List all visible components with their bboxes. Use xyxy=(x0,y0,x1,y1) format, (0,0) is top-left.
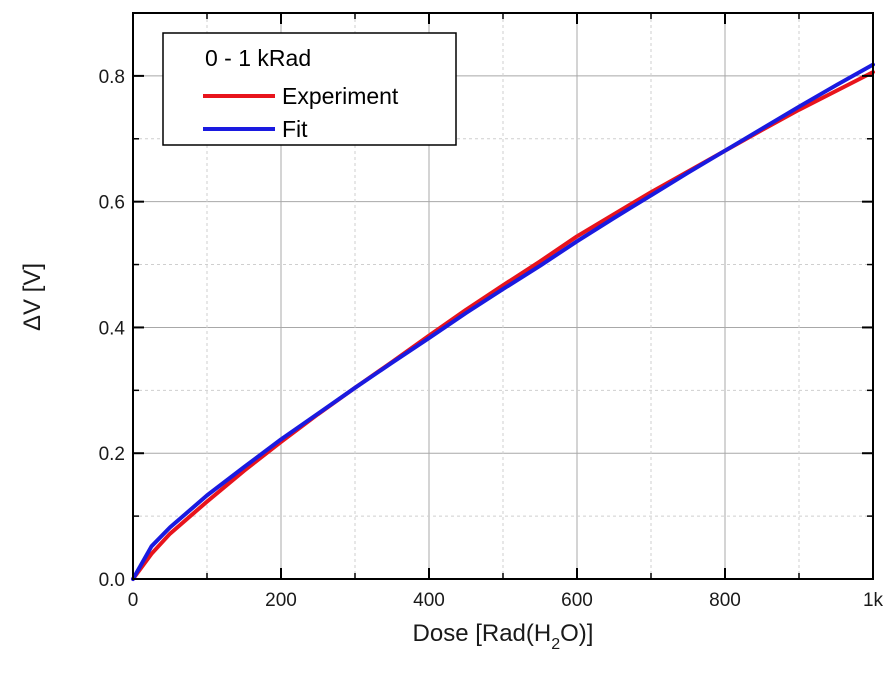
x-tick-label: 400 xyxy=(413,590,445,611)
x-axis-title: Dose [Rad(H2O)] xyxy=(413,620,594,653)
y-tick-label: 0.6 xyxy=(99,193,125,214)
x-axis-title-tail: O)] xyxy=(560,620,593,647)
y-tick-label: 0.2 xyxy=(99,444,125,465)
grid-minor xyxy=(133,12,873,579)
legend: 0 - 1 kRad Experiment Fit xyxy=(162,32,457,146)
series-line-fit xyxy=(131,62,875,581)
y-tick-label: 0.8 xyxy=(99,67,125,88)
legend-box xyxy=(162,32,457,146)
y-axis-title: ΔV [V] xyxy=(19,263,46,331)
axis-ticks xyxy=(132,12,874,580)
y-tick-label: 0.4 xyxy=(99,318,126,339)
series-lines xyxy=(131,62,875,581)
x-axis-title-main: Dose [Rad(H xyxy=(413,620,552,647)
y-tick-label: 0.0 xyxy=(99,570,125,591)
x-tick-label: 600 xyxy=(561,590,593,611)
legend-label-fit: Fit xyxy=(282,116,308,142)
axis-tick-labels: 0 200 400 600 800 1k 0.0 0.2 0.4 0.6 0.8 xyxy=(99,67,884,611)
x-axis-title-subscript: 2 xyxy=(551,636,560,653)
x-tick-label: 200 xyxy=(265,590,297,611)
legend-title: 0 - 1 kRad xyxy=(205,45,311,71)
x-tick-label: 0 xyxy=(128,590,139,611)
x-tick-label: 800 xyxy=(709,590,741,611)
legend-label-experiment: Experiment xyxy=(282,83,399,109)
x-tick-label: 1k xyxy=(863,590,884,611)
